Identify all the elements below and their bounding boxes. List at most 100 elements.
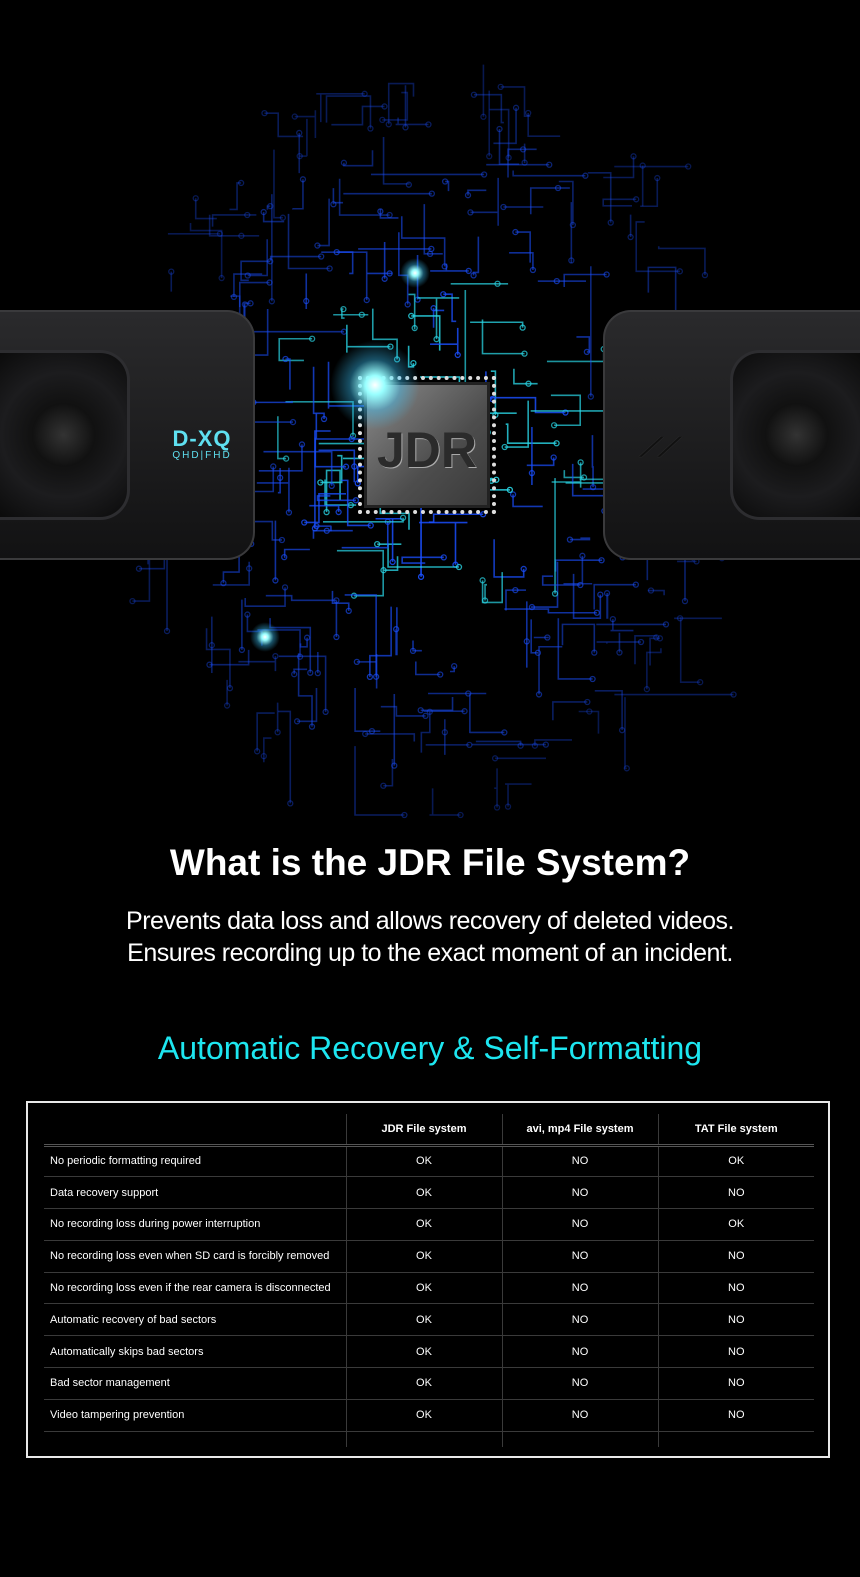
circuit-node <box>354 480 361 487</box>
feature-cell: No recording loss even when SD card is f… <box>44 1240 346 1273</box>
circuit-node <box>591 649 598 656</box>
avi-cell: NO <box>501 1208 658 1241</box>
circuit-node <box>562 409 569 416</box>
circuit-node <box>441 178 449 185</box>
header-jdr: JDR File system <box>345 1114 502 1147</box>
circuit-node <box>260 752 267 760</box>
circuit-node <box>662 621 670 628</box>
circuit-node <box>654 174 661 182</box>
circuit-node <box>301 519 308 526</box>
tat-cell: NO <box>657 1399 814 1432</box>
circuit-trace <box>557 618 593 680</box>
avi-cell: NO <box>501 1145 658 1178</box>
tat-cell: NO <box>657 1176 814 1210</box>
circuit-node <box>479 577 486 584</box>
circuit-node <box>135 565 143 572</box>
circuit-trace <box>443 293 457 323</box>
tat-cell: NO <box>657 1367 814 1400</box>
circuit-node <box>330 201 337 208</box>
circuit-trace <box>494 768 498 808</box>
circuit-trace <box>287 213 330 270</box>
circuit-trace <box>512 494 543 508</box>
circuit-trace <box>554 559 603 572</box>
circuit-trace <box>505 589 526 611</box>
circuit-node <box>550 422 558 429</box>
circuit-trace <box>489 396 566 414</box>
circuit-node <box>261 109 268 117</box>
table-header-row: JDR File system avi, mp4 File system TAT… <box>44 1114 814 1147</box>
circuit-node <box>637 638 645 646</box>
circuit-trace <box>283 548 310 558</box>
light-flare-icon <box>400 258 430 288</box>
right-dashcam-image <box>603 310 860 560</box>
circuit-trace <box>380 705 426 717</box>
circuit-node <box>393 626 400 633</box>
circuit-node <box>647 587 655 594</box>
circuit-node <box>363 296 370 304</box>
circuit-trace <box>489 108 510 158</box>
circuit-node <box>268 298 275 305</box>
circuit-trace <box>209 649 250 666</box>
jdr-cell: OK <box>345 1272 502 1305</box>
circuit-trace <box>266 205 271 210</box>
circuit-node <box>223 702 231 709</box>
circuit-trace <box>515 231 531 263</box>
avi-cell: NO <box>501 1240 658 1273</box>
circuit-trace <box>285 358 291 390</box>
circuit-node <box>597 591 604 598</box>
circuit-node <box>206 661 213 668</box>
circuit-node <box>603 271 610 278</box>
circuit-node <box>409 647 417 654</box>
circuit-trace <box>238 281 270 308</box>
circuit-node <box>632 581 640 588</box>
circuit-trace <box>338 178 390 216</box>
circuit-trace <box>591 435 594 488</box>
circuit-trace <box>294 110 317 138</box>
circuit-node <box>281 584 289 591</box>
circuit-node <box>466 741 473 749</box>
circuit-trace <box>343 150 374 167</box>
circuit-node <box>129 597 136 605</box>
circuit-trace <box>222 555 240 584</box>
circuit-trace <box>646 556 686 602</box>
circuit-trace <box>321 251 368 301</box>
circuit-node <box>278 536 286 544</box>
circuit-node <box>603 590 611 597</box>
feature-cell: No recording loss during power interrupt… <box>44 1208 346 1241</box>
chip-label: JDR <box>376 422 478 478</box>
circuit-node <box>220 580 227 587</box>
circuit-node <box>374 541 381 548</box>
circuit-node <box>320 415 328 423</box>
circuit-trace <box>382 91 409 121</box>
circuit-trace <box>383 556 399 572</box>
circuit-node <box>553 277 560 285</box>
circuit-trace <box>387 543 459 568</box>
circuit-node <box>643 686 651 693</box>
circuit-node <box>554 184 562 192</box>
circuit-trace <box>265 594 337 602</box>
circuit-node <box>546 161 553 168</box>
circuit-node <box>326 265 333 272</box>
circuit-node <box>422 712 429 720</box>
avi-cell: NO <box>501 1335 658 1369</box>
circuit-node <box>208 642 215 649</box>
circuit-trace <box>315 413 365 440</box>
circuit-node <box>386 211 393 219</box>
spacer-cell <box>657 1431 814 1448</box>
circuit-node <box>534 649 542 656</box>
circuit-trace <box>344 594 377 677</box>
table-row: Video tampering prevention OK NO NO <box>44 1399 814 1432</box>
table-spacer <box>44 1431 814 1448</box>
circuit-node <box>381 103 388 110</box>
circuit-trace <box>263 737 272 763</box>
circuit-node <box>401 811 408 819</box>
circuit-node <box>358 311 365 318</box>
circuit-node <box>260 208 267 216</box>
feature-cell: Bad sector management <box>44 1367 346 1400</box>
circuit-node <box>521 350 528 357</box>
circuit-node <box>333 633 340 641</box>
circuit-node <box>353 658 360 666</box>
circuit-node <box>519 146 527 153</box>
circuit-trace <box>647 266 677 315</box>
circuit-node <box>441 263 448 270</box>
